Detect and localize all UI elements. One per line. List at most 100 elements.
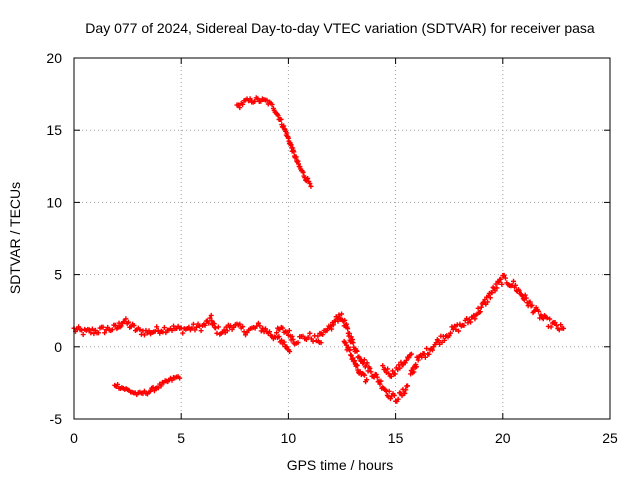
data-point bbox=[328, 323, 334, 329]
data-point bbox=[364, 360, 370, 366]
data-point bbox=[403, 387, 409, 393]
data-point bbox=[158, 383, 164, 389]
data-point bbox=[178, 325, 184, 331]
series-segment-1b bbox=[275, 334, 293, 355]
data-point bbox=[131, 322, 137, 328]
data-point bbox=[152, 328, 158, 334]
data-point bbox=[224, 328, 230, 334]
data-point bbox=[125, 319, 131, 325]
y-tick-label: 15 bbox=[46, 122, 62, 138]
data-point bbox=[408, 351, 414, 357]
data-point bbox=[92, 327, 98, 333]
data-point bbox=[177, 375, 183, 381]
data-point bbox=[502, 275, 508, 281]
data-point bbox=[357, 355, 363, 361]
data-point bbox=[342, 317, 348, 323]
data-point bbox=[190, 321, 196, 327]
data-point bbox=[112, 322, 118, 328]
data-point bbox=[367, 365, 373, 371]
data-point bbox=[527, 299, 533, 305]
data-point bbox=[478, 304, 484, 310]
data-point bbox=[329, 326, 335, 332]
data-point bbox=[302, 175, 308, 181]
data-point bbox=[96, 330, 102, 336]
data-point bbox=[347, 347, 353, 353]
data-point bbox=[274, 330, 280, 336]
data-point bbox=[289, 333, 295, 339]
data-point bbox=[377, 381, 383, 387]
x-tick-label: 10 bbox=[281, 430, 297, 446]
data-point bbox=[414, 354, 420, 360]
data-point bbox=[194, 324, 200, 330]
data-point bbox=[237, 105, 243, 111]
data-point bbox=[214, 330, 220, 336]
data-point bbox=[536, 308, 542, 314]
data-point bbox=[378, 378, 384, 384]
data-point bbox=[415, 357, 421, 363]
data-point bbox=[330, 322, 336, 328]
data-point bbox=[123, 316, 129, 322]
data-point bbox=[453, 326, 459, 332]
data-point bbox=[452, 323, 458, 329]
data-point bbox=[91, 331, 97, 337]
data-point bbox=[548, 324, 554, 330]
data-point bbox=[169, 327, 175, 333]
data-point bbox=[284, 344, 290, 350]
data-point bbox=[487, 295, 493, 301]
data-point bbox=[402, 390, 408, 396]
data-point bbox=[468, 319, 474, 325]
data-point bbox=[403, 357, 409, 363]
data-point bbox=[237, 321, 243, 327]
data-point bbox=[80, 332, 86, 338]
grid-layer bbox=[74, 58, 610, 419]
data-point bbox=[278, 116, 284, 122]
data-point bbox=[390, 368, 396, 374]
x-tick-label: 0 bbox=[70, 430, 78, 446]
data-point bbox=[241, 329, 247, 335]
data-point bbox=[472, 316, 478, 322]
data-point bbox=[171, 323, 177, 329]
x-tick-label: 25 bbox=[602, 430, 618, 446]
data-point bbox=[413, 364, 419, 370]
data-point bbox=[202, 322, 208, 328]
data-point bbox=[305, 175, 311, 181]
x-axis-label: GPS time / hours bbox=[287, 457, 394, 473]
data-point bbox=[320, 332, 326, 338]
data-point bbox=[286, 328, 292, 334]
data-point bbox=[405, 383, 411, 389]
data-point bbox=[406, 355, 412, 361]
data-point bbox=[291, 149, 297, 155]
data-point bbox=[448, 330, 454, 336]
data-point bbox=[235, 102, 241, 108]
data-point bbox=[240, 324, 246, 330]
data-point bbox=[553, 322, 559, 328]
data-point bbox=[489, 290, 495, 296]
series-segment-4b bbox=[341, 338, 370, 385]
data-point bbox=[276, 334, 282, 340]
data-point bbox=[255, 320, 261, 326]
data-point bbox=[137, 327, 143, 333]
data-point bbox=[206, 320, 212, 326]
data-point bbox=[373, 372, 379, 378]
data-point bbox=[561, 325, 567, 331]
data-point bbox=[544, 315, 550, 321]
data-point bbox=[494, 285, 500, 291]
data-point bbox=[315, 333, 321, 339]
data-point bbox=[422, 354, 428, 360]
series-segment-1 bbox=[71, 312, 324, 347]
data-point bbox=[496, 279, 502, 285]
data-point bbox=[215, 324, 221, 330]
data-point bbox=[498, 276, 504, 282]
series-segment-4c bbox=[380, 351, 414, 380]
data-point bbox=[380, 363, 386, 369]
data-point bbox=[180, 330, 186, 336]
data-point bbox=[169, 377, 175, 383]
data-point bbox=[231, 324, 237, 330]
data-point bbox=[76, 324, 82, 330]
data-point bbox=[88, 330, 94, 336]
series-segment-5 bbox=[408, 272, 567, 377]
y-tick-label: 10 bbox=[46, 194, 62, 210]
data-point bbox=[305, 334, 311, 340]
